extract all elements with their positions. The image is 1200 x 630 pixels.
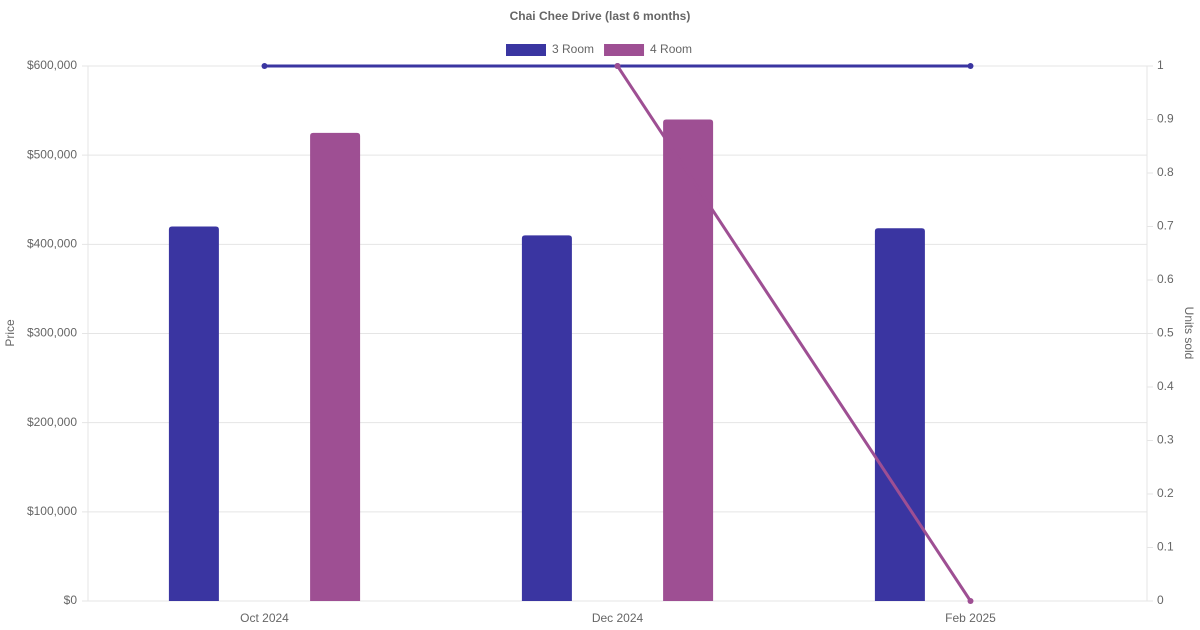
bar bbox=[310, 132, 361, 601]
units-point bbox=[967, 63, 974, 69]
y-tick-label: $400,000 bbox=[27, 237, 77, 251]
y-tick-label: $0 bbox=[64, 593, 78, 607]
units-point bbox=[261, 63, 268, 69]
y2-tick-label: 0.5 bbox=[1157, 326, 1174, 340]
y2-tick-label: 0.3 bbox=[1157, 433, 1174, 447]
units-line bbox=[616, 65, 972, 602]
y2-axis-label: Units sold bbox=[1182, 307, 1196, 360]
y2-tick-label: 0.4 bbox=[1157, 379, 1174, 393]
y-axis-label: Price bbox=[3, 319, 17, 347]
x-tick-label: Oct 2024 bbox=[240, 611, 289, 625]
bar bbox=[521, 235, 572, 601]
y-tick-label: $200,000 bbox=[27, 415, 77, 429]
y2-tick-label: 0.8 bbox=[1157, 165, 1174, 179]
legend-swatch[interactable] bbox=[506, 44, 546, 56]
bar bbox=[168, 226, 219, 601]
y2-tick-label: 0.7 bbox=[1157, 219, 1174, 233]
y2-tick-label: 0.1 bbox=[1157, 540, 1174, 554]
y-tick-label: $100,000 bbox=[27, 504, 77, 518]
legend-swatch[interactable] bbox=[604, 44, 645, 56]
chart-title: Chai Chee Drive (last 6 months) bbox=[510, 9, 691, 23]
y2-tick-label: 0.2 bbox=[1157, 486, 1174, 500]
bar bbox=[663, 119, 714, 601]
x-tick-label: Feb 2025 bbox=[945, 611, 996, 625]
units-point bbox=[614, 63, 621, 69]
y2-tick-label: 1 bbox=[1157, 58, 1164, 72]
x-tick-label: Dec 2024 bbox=[592, 611, 644, 625]
y-tick-label: $600,000 bbox=[27, 58, 77, 72]
legend-label[interactable]: 3 Room bbox=[552, 42, 594, 56]
y2-tick-label: 0 bbox=[1157, 593, 1164, 607]
bar bbox=[874, 228, 925, 602]
y-tick-label: $500,000 bbox=[27, 147, 77, 161]
y2-tick-label: 0.6 bbox=[1157, 272, 1174, 286]
units-point bbox=[967, 598, 974, 604]
y2-tick-label: 0.9 bbox=[1157, 112, 1174, 126]
legend-label[interactable]: 4 Room bbox=[650, 42, 692, 56]
y-tick-label: $300,000 bbox=[27, 326, 77, 340]
